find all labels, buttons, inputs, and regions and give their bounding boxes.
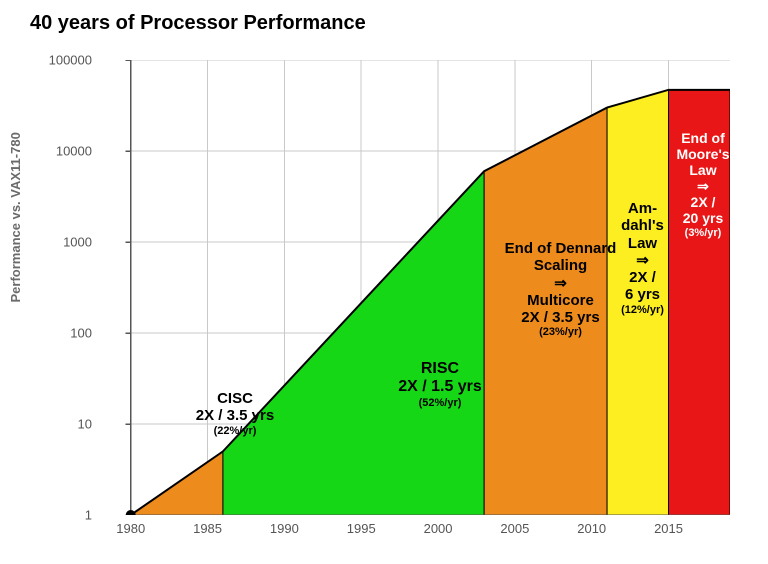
y-tick-label: 100000 [49,53,92,68]
y-tick-label: 10 [78,417,92,432]
x-tick-label: 2000 [424,521,453,536]
era-region-risc [223,171,484,515]
x-tick-label: 2010 [577,521,606,536]
x-tick-label: 1995 [347,521,376,536]
chart-figure: 40 years of Processor Performance Perfor… [0,0,768,564]
y-tick-label: 10000 [56,144,92,159]
era-region-dennard [484,108,607,515]
y-tick-label: 1 [85,508,92,523]
chart-svg [100,60,730,515]
start-dot [126,510,136,515]
x-tick-label: 1990 [270,521,299,536]
y-tick-label: 100 [70,326,92,341]
era-region-amdahl [607,90,668,515]
chart-title: 40 years of Processor Performance [30,12,366,35]
y-axis-label: Performance vs. VAX11-780 [8,132,23,302]
x-tick-label: 1980 [116,521,145,536]
chart-area: 1101001000100001000001980198519901995200… [100,60,730,515]
era-region-moore [669,90,730,515]
x-tick-label: 1985 [193,521,222,536]
x-tick-label: 2005 [500,521,529,536]
x-tick-label: 2015 [654,521,683,536]
y-tick-label: 1000 [63,235,92,250]
